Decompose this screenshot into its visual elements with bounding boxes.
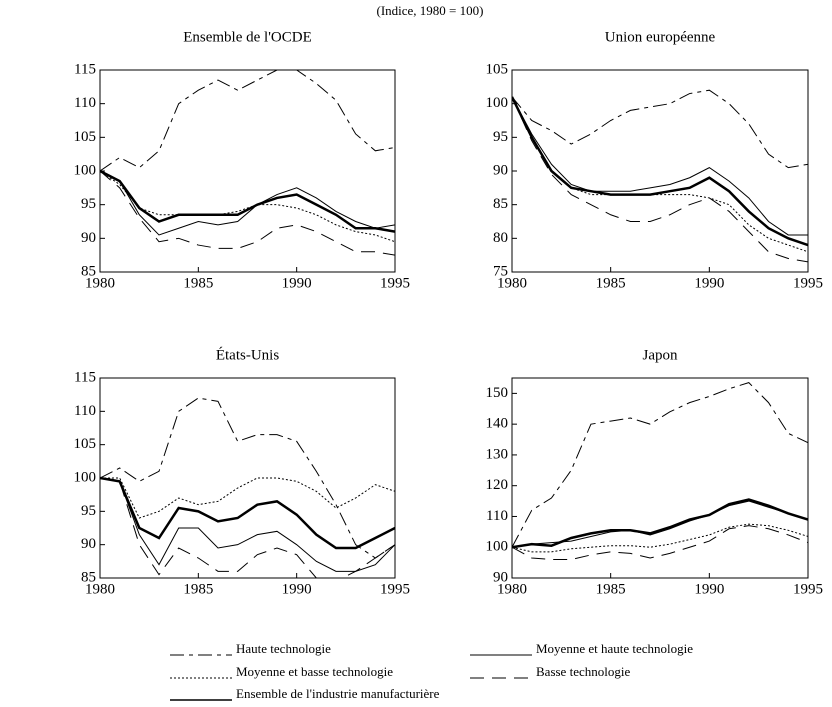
plot-frame	[511, 377, 809, 579]
y-tick-label: 85	[81, 569, 96, 585]
series-line	[512, 89, 808, 169]
series-line	[512, 523, 808, 553]
series-line	[100, 476, 395, 550]
legend-label: Moyenne et basse technologie	[236, 664, 393, 679]
series-line	[512, 96, 808, 263]
y-tick-label: 90	[81, 536, 96, 552]
legend-label: Ensemble de l'industrie manufacturière	[236, 686, 440, 701]
x-tick-label: 1980	[497, 275, 527, 291]
x-tick-label: 1985	[183, 581, 213, 597]
x-tick-label: 1985	[596, 275, 626, 291]
y-tick-label: 150	[486, 385, 509, 401]
y-tick-label: 130	[486, 446, 509, 462]
series-line	[100, 70, 395, 172]
series-line	[100, 477, 395, 519]
y-tick-label: 90	[493, 569, 508, 585]
x-tick-label: 1980	[85, 581, 115, 597]
x-tick-label: 1995	[380, 581, 410, 597]
y-tick-label: 115	[74, 61, 96, 77]
legend-label: Moyenne et haute technologie	[536, 641, 693, 656]
y-tick-label: 95	[81, 503, 96, 519]
series-line	[512, 96, 808, 236]
y-tick-label: 75	[493, 263, 508, 279]
y-tick-label: 100	[486, 539, 509, 555]
x-tick-label: 1995	[793, 275, 823, 291]
x-tick-label: 1995	[380, 275, 410, 291]
x-tick-label: 1990	[282, 581, 312, 597]
series-line	[100, 170, 395, 236]
y-tick-label: 90	[493, 162, 508, 178]
panel-title: Ensemble de l'OCDE	[183, 29, 312, 45]
y-tick-label: 95	[493, 129, 508, 145]
series-line	[100, 170, 395, 256]
series-line	[100, 170, 395, 243]
series-line	[100, 477, 395, 572]
y-tick-label: 100	[74, 162, 97, 178]
x-tick-label: 1985	[183, 275, 213, 291]
plot-frame	[511, 69, 809, 273]
y-tick-label: 85	[81, 263, 96, 279]
panel-title: Japon	[643, 347, 678, 363]
y-tick-label: 110	[486, 508, 508, 524]
series-line	[512, 96, 808, 247]
series-line	[512, 500, 808, 548]
subtitle: (Indice, 1980 = 100)	[377, 3, 484, 18]
series-line	[512, 525, 808, 561]
y-tick-label: 120	[486, 477, 509, 493]
series-line	[512, 382, 808, 548]
x-tick-label: 1995	[793, 581, 823, 597]
x-tick-label: 1990	[694, 275, 724, 291]
series-line	[100, 169, 395, 233]
y-tick-label: 90	[81, 230, 96, 246]
plot-frame	[99, 69, 396, 273]
y-tick-label: 85	[493, 196, 508, 212]
y-tick-label: 105	[486, 61, 509, 77]
y-tick-label: 95	[81, 196, 96, 212]
y-tick-label: 110	[74, 403, 96, 419]
panel-title: États-Unis	[216, 346, 279, 363]
x-tick-label: 1980	[497, 581, 527, 597]
legend-label: Basse technologie	[536, 664, 630, 679]
y-tick-label: 115	[74, 369, 96, 385]
plot-frame	[99, 377, 396, 579]
y-tick-label: 105	[74, 436, 97, 452]
series-line	[100, 397, 395, 559]
y-tick-label: 140	[486, 416, 509, 432]
y-tick-label: 80	[493, 230, 508, 246]
x-tick-label: 1980	[85, 275, 115, 291]
legend-label: Haute technologie	[236, 641, 331, 656]
y-tick-label: 110	[74, 95, 96, 111]
y-tick-label: 100	[74, 469, 97, 485]
series-line	[100, 477, 395, 578]
x-tick-label: 1985	[596, 581, 626, 597]
panel-title: Union européenne	[605, 29, 716, 45]
x-tick-label: 1990	[282, 275, 312, 291]
x-tick-label: 1990	[694, 581, 724, 597]
y-tick-label: 100	[486, 95, 509, 111]
series-line	[512, 498, 808, 549]
y-tick-label: 105	[74, 129, 97, 145]
